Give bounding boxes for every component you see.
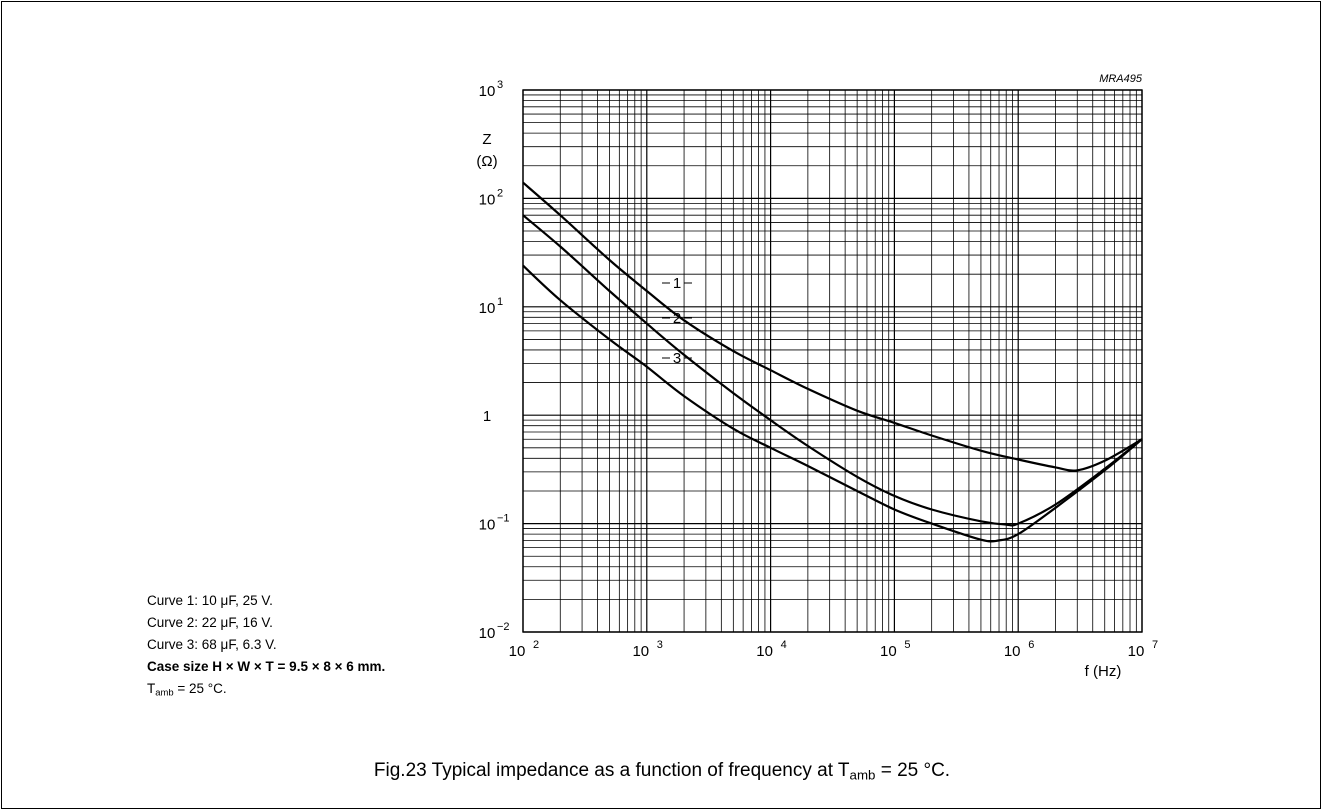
- x-tick-label: 10: [756, 643, 773, 660]
- y-tick-exponent: −2: [497, 621, 510, 633]
- y-tick-label: 1: [483, 408, 491, 425]
- note-tamb-value: = 25 °C.: [173, 681, 227, 696]
- x-tick-exponent: 6: [1028, 639, 1034, 651]
- caption-subscript: amb: [849, 767, 876, 783]
- x-tick-exponent: 2: [533, 639, 539, 651]
- x-tick-label: 10: [880, 643, 897, 660]
- x-tick-exponent: 7: [1152, 639, 1158, 651]
- x-tick-exponent: 3: [657, 639, 663, 651]
- x-axis-label: f (Hz): [1085, 663, 1122, 680]
- y-tick-label: 10: [479, 517, 496, 534]
- figure-code: MRA495: [1099, 73, 1143, 85]
- series-line-2: [522, 214, 1143, 527]
- y-tick-label: 10: [479, 300, 496, 317]
- note-case-size: Case size H × W × T = 9.5 × 8 × 6 mm.: [147, 659, 386, 674]
- y-axis-unit: (Ω): [476, 153, 497, 170]
- x-tick-exponent: 5: [904, 639, 910, 651]
- y-tick-label: 10: [479, 83, 496, 100]
- caption-suffix: = 25 °C.: [875, 760, 951, 781]
- note-curve-1: Curve 1: 10 μF, 25 V.: [147, 593, 273, 608]
- y-tick-label: 10: [479, 191, 496, 208]
- x-tick-label: 10: [509, 643, 526, 660]
- note-tamb-subscript: amb: [155, 687, 174, 699]
- note-curve-3: Curve 3: 68 μF, 6.3 V.: [147, 637, 277, 652]
- caption-text: Fig.23 Typical impedance as a function o…: [373, 760, 850, 781]
- series-label-3: 3: [673, 350, 681, 367]
- y-tick-exponent: 3: [497, 79, 503, 91]
- y-tick-exponent: 2: [497, 187, 503, 199]
- y-axis-label: Z: [482, 131, 491, 148]
- series-line-1: [522, 181, 1143, 472]
- note-tamb: Tamb = 25 °C.: [147, 678, 385, 704]
- x-tick-exponent: 4: [781, 639, 787, 651]
- series-label-1: 1: [673, 275, 681, 292]
- curve-notes: Curve 1: 10 μF, 25 V. Curve 2: 22 μF, 16…: [147, 590, 385, 704]
- x-tick-label: 10: [1004, 643, 1021, 660]
- y-tick-exponent: −1: [497, 513, 510, 525]
- y-tick-exponent: 1: [497, 296, 503, 308]
- note-curve-2: Curve 2: 22 μF, 16 V.: [147, 615, 273, 630]
- figure-caption: Fig.23 Typical impedance as a function o…: [0, 760, 1324, 782]
- series-label-2: 2: [673, 310, 681, 327]
- x-tick-label: 10: [1128, 643, 1145, 660]
- plot-frame: [522, 89, 1143, 633]
- x-tick-label: 10: [632, 643, 649, 660]
- note-tamb-symbol: T: [147, 681, 156, 696]
- y-tick-label: 10: [479, 625, 496, 642]
- series-line-3: [522, 264, 1143, 543]
